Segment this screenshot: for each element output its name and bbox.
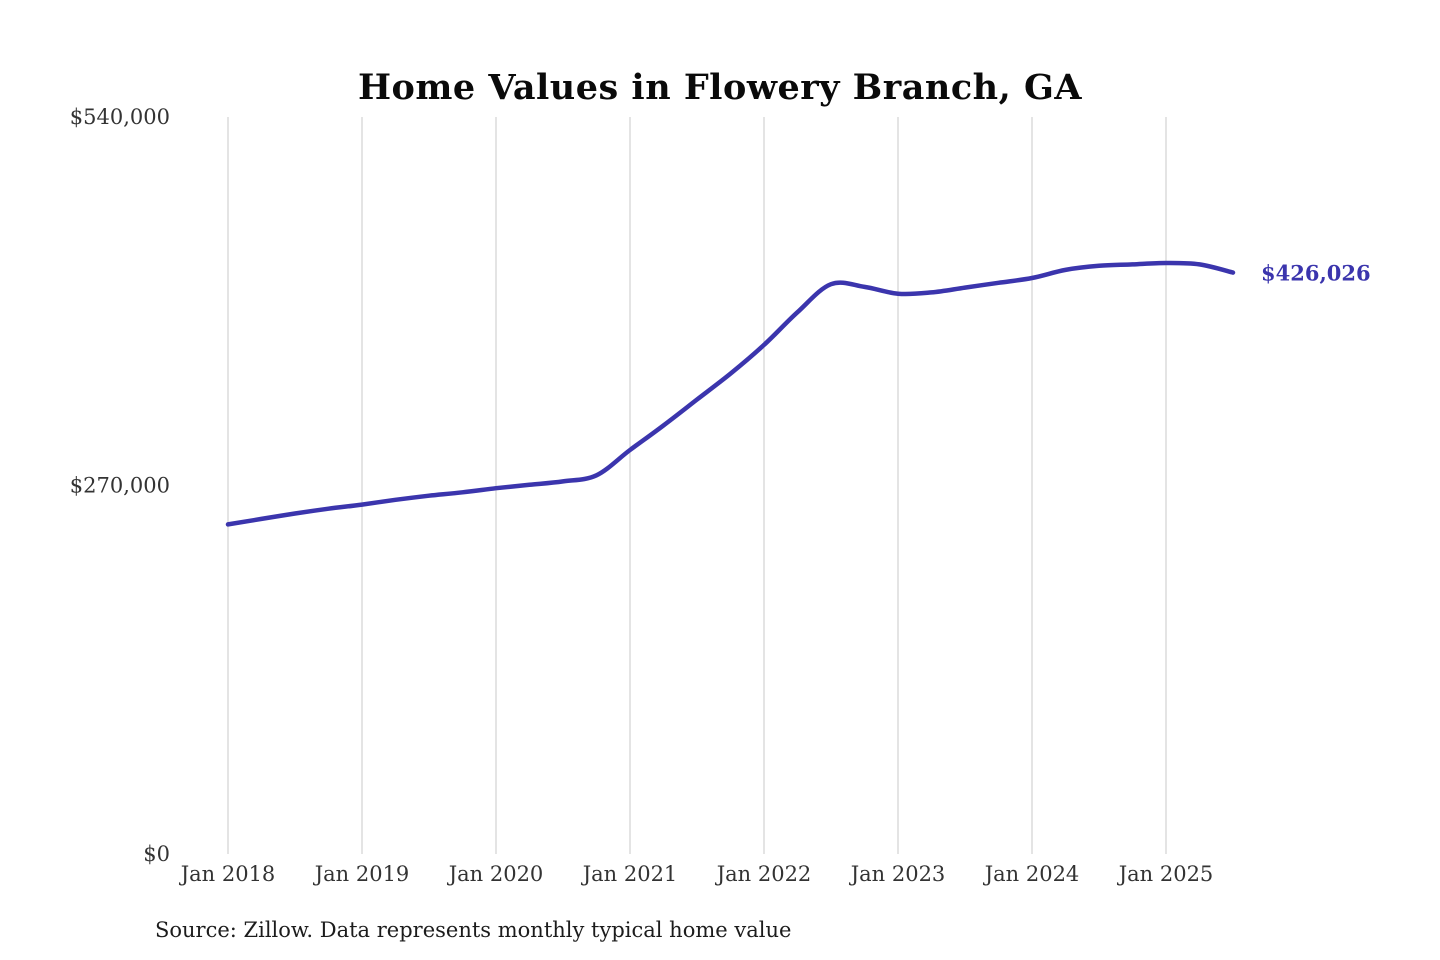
chart-title: Home Values in Flowery Branch, GA: [357, 67, 1083, 109]
series-end-value-label: $426,026: [1261, 260, 1371, 286]
series-line: [225, 260, 1236, 527]
x-tick-label: Jan 2024: [983, 862, 1080, 886]
x-tick-label: Jan 2018: [179, 862, 276, 886]
x-tick-label: Jan 2022: [715, 862, 812, 886]
x-tick-label: Jan 2023: [849, 862, 946, 886]
y-tick-label: $270,000: [70, 474, 170, 498]
y-tick-label: $0: [143, 842, 170, 866]
y-tick-label: $540,000: [70, 105, 170, 129]
x-tick-label: Jan 2025: [1117, 862, 1214, 886]
source-note: Source: Zillow. Data represents monthly …: [155, 918, 792, 942]
x-tick-label: Jan 2021: [581, 862, 678, 886]
x-tick-label: Jan 2020: [447, 862, 544, 886]
x-tick-label: Jan 2019: [313, 862, 410, 886]
